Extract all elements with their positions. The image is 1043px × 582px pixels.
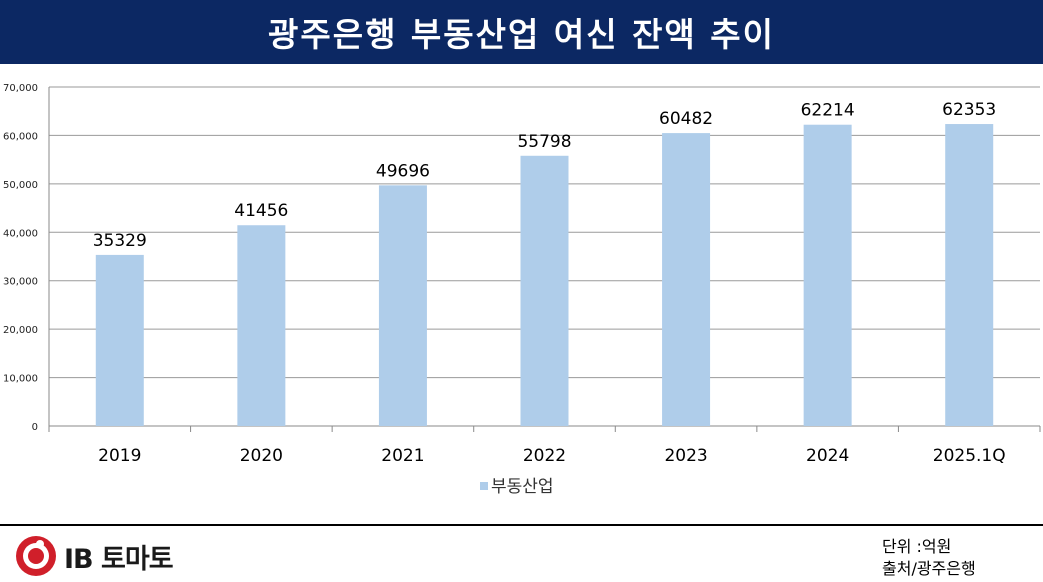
footnote: 단위 :억원 출처/광주은행 [882, 536, 976, 580]
x-tick-label: 2019 [98, 446, 141, 466]
unit-note: 단위 :억원 [882, 537, 952, 556]
y-tick-label: 40,000 [3, 228, 38, 239]
title-bar: 광주은행 부동산업 여신 잔액 추이 [0, 0, 1043, 64]
x-tick-label: 2025.1Q [933, 446, 1006, 466]
y-tick-label: 70,000 [3, 83, 38, 94]
ib-tomato-logo-icon [16, 536, 56, 576]
y-tick-label: 30,000 [3, 277, 38, 288]
data-label: 62214 [801, 101, 855, 121]
data-label: 55798 [517, 132, 571, 152]
brand-logo: IB 토마토 [14, 534, 174, 578]
bar [945, 124, 994, 426]
bar-chart: 0 10,000 20,000 30,000 40,000 50,000 60,000 70,… [3, 83, 1041, 497]
bar [803, 124, 852, 426]
y-tick-label: 10,000 [3, 374, 38, 385]
x-tick-label: 2023 [664, 446, 707, 466]
x-tick-label: 2021 [381, 446, 424, 466]
source-note: 출처/광주은행 [882, 559, 976, 578]
y-tick-label: 0 [32, 422, 38, 433]
legend-swatch [480, 482, 488, 490]
bar [662, 133, 711, 427]
legend-label: 부동산업 [491, 477, 554, 497]
bar [378, 185, 427, 426]
y-tick-label: 60,000 [3, 131, 38, 142]
x-tick-label: 2024 [806, 446, 849, 466]
divider [0, 524, 1043, 526]
bar [237, 225, 286, 426]
bar [520, 155, 569, 426]
data-label: 49696 [376, 161, 430, 181]
y-tick-label: 50,000 [3, 180, 38, 191]
bar [95, 254, 144, 426]
data-label: 60482 [659, 109, 713, 129]
data-label: 41456 [234, 201, 288, 221]
x-tick-label: 2022 [523, 446, 566, 466]
data-label: 35329 [93, 231, 147, 251]
x-tick-label: 2020 [240, 446, 283, 466]
logo-text: IB 토마토 [64, 543, 174, 575]
page-title: 광주은행 부동산업 여신 잔액 추이 [268, 15, 775, 54]
y-tick-label: 20,000 [3, 325, 38, 336]
data-label: 62353 [942, 100, 996, 120]
